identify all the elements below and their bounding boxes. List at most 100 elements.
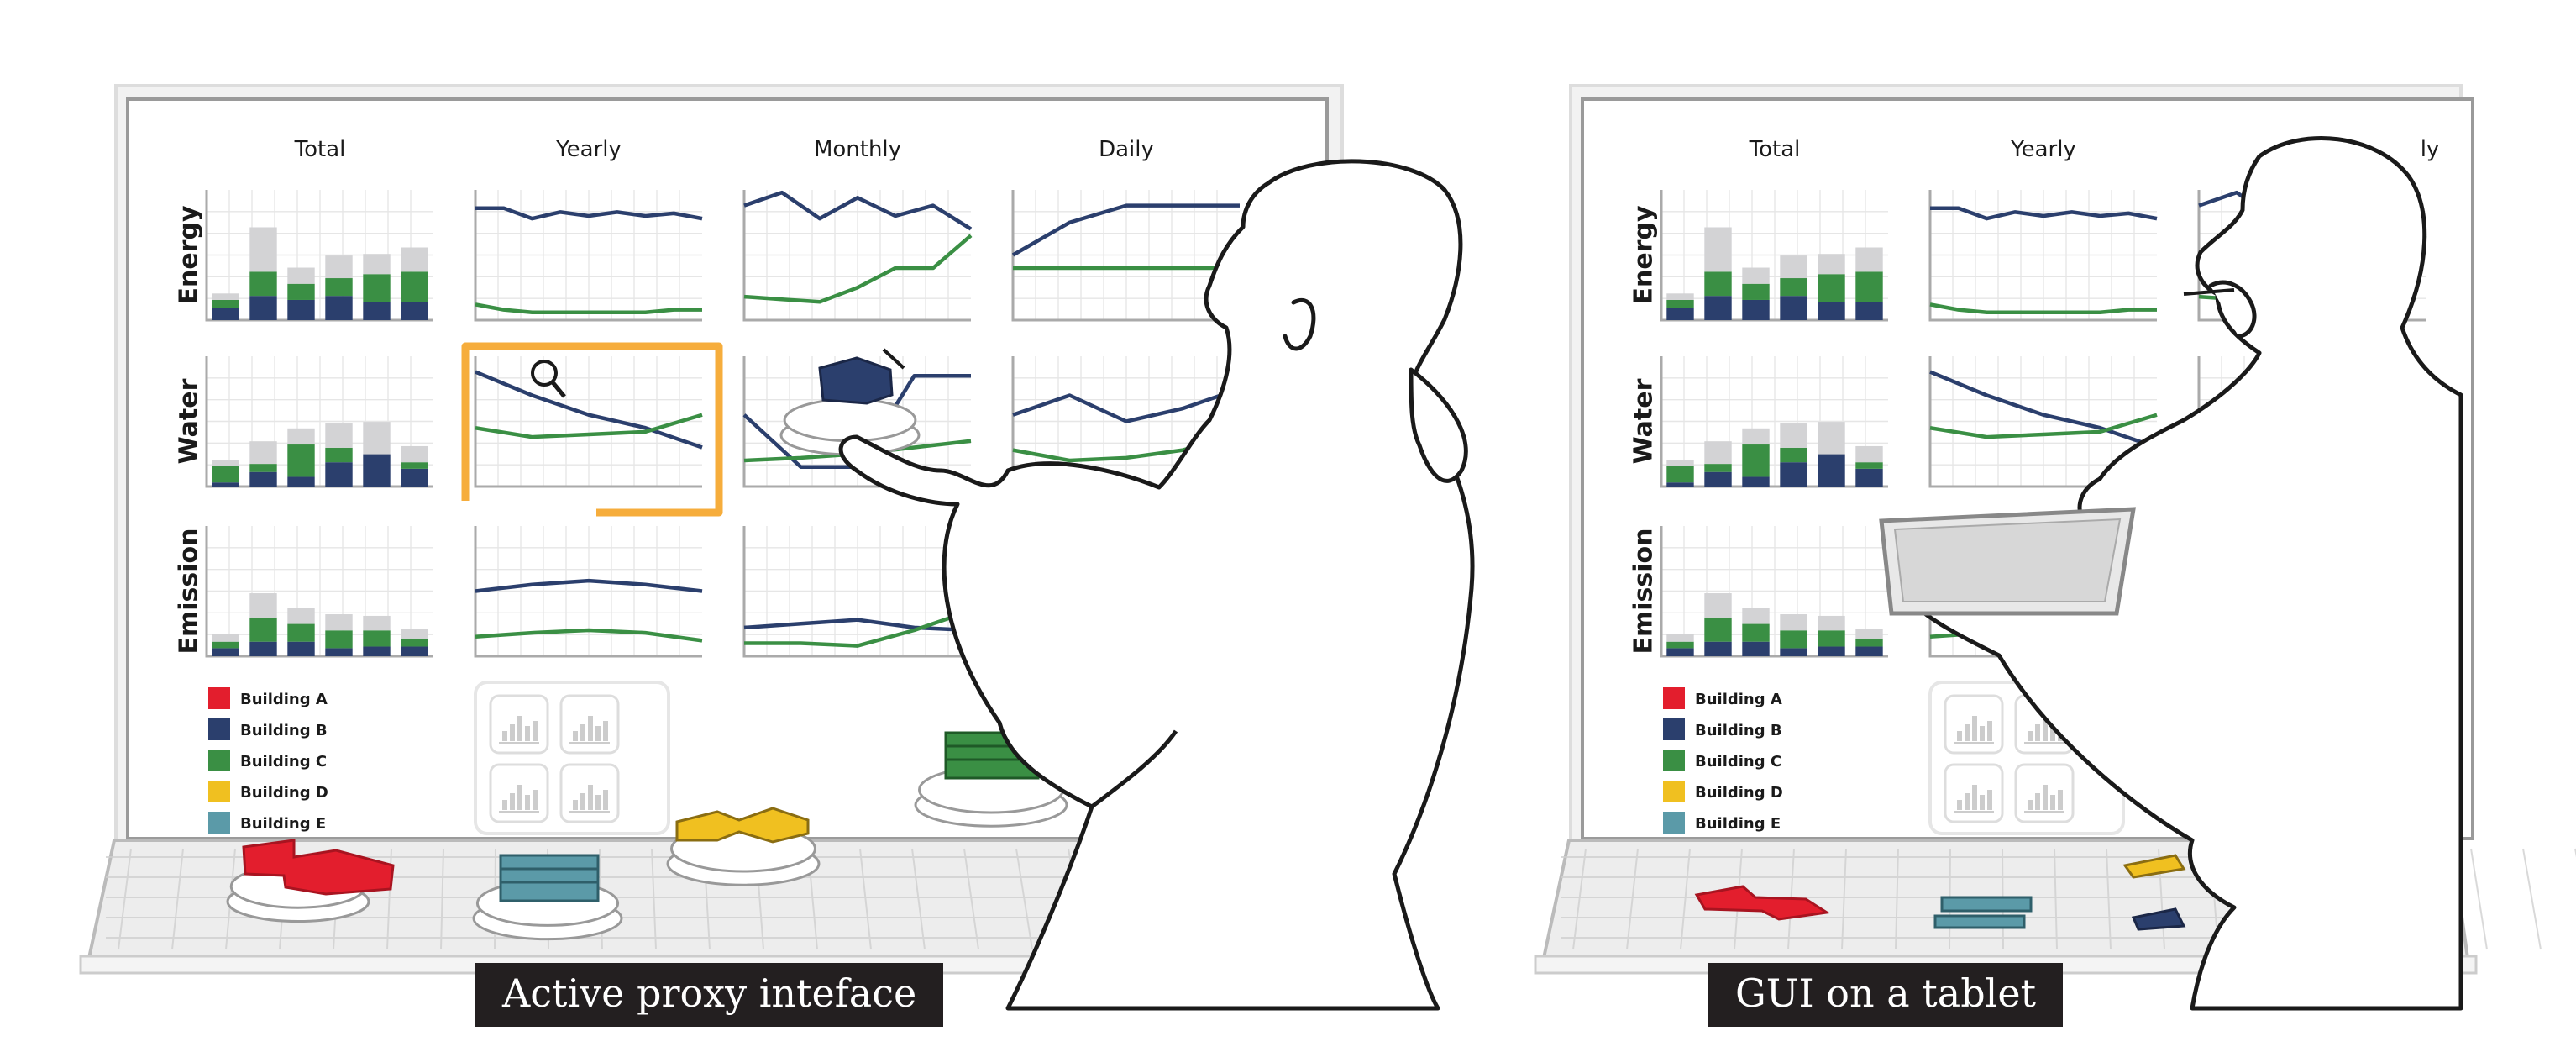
thumbnail-bar (2028, 800, 2033, 810)
legend-label: Building C (240, 753, 327, 771)
chart-energy-total-bar-3-0 (1780, 296, 1807, 320)
person-woman-ear (1283, 298, 1316, 351)
chart-water-total-bar-2-0 (287, 476, 315, 487)
thumbnail-bar (1965, 793, 1970, 810)
chart-energy-yearly-axis (1928, 190, 2157, 322)
legend-swatch (208, 687, 230, 709)
thumbnail-bar (595, 795, 601, 810)
chart-energy-total-bar-5-0 (401, 302, 428, 320)
chart-emission-total-bar-0-0 (212, 648, 239, 656)
chart-emission-total-bar-2-2 (287, 608, 315, 624)
chart-emission-total-bar-2-2 (1742, 608, 1770, 624)
chart-water-yearly-line-0 (1929, 370, 2158, 450)
chart-energy-total-bar-1-2 (249, 227, 277, 272)
chart-water-total-bar-0-1 (1666, 466, 1694, 483)
chart-water-yearly-line-1 (1929, 413, 2158, 439)
chart-emission-total-bar-0-2 (1666, 634, 1694, 642)
thumbnail-bar (502, 800, 507, 810)
chart-energy-total-bar-3-2 (1780, 255, 1807, 279)
chart-emission-total-bar-5-0 (1855, 646, 1883, 656)
proxy-building-a (242, 839, 395, 896)
chart-energy-total-bar-4-1 (363, 274, 391, 302)
caption-right: GUI on a tablet (1708, 963, 2064, 1027)
thumbnail-bar (2035, 724, 2040, 741)
column-header-total: Total (294, 137, 346, 162)
chart-water-total-bar-2-1 (1742, 444, 1770, 477)
chart-emission-total-bar-1-2 (1704, 593, 1732, 618)
chart-emission-total-axis (205, 526, 433, 658)
chart-water-total-bar-3-2 (1780, 423, 1807, 448)
chart-energy-total-bar-0-1 (1666, 299, 1694, 308)
chart-water-total-bar-5-2 (1855, 445, 1883, 463)
chart-emission-total-bar-1-1 (249, 617, 277, 642)
piece-building-a (1694, 885, 1831, 921)
legend-label: Building C (1695, 753, 1781, 771)
legend-swatch (1663, 750, 1685, 771)
thumbnail-bar (573, 731, 578, 741)
chart-emission-total-bar-4-0 (1818, 646, 1845, 656)
chart-emission-total-bar-4-1 (1818, 630, 1845, 647)
chart-emission-total-bar-2-1 (287, 623, 315, 642)
thumbnail-bar (1987, 790, 1992, 810)
chart-energy-yearly-line-1 (1929, 302, 2157, 314)
chart-emission-total-bar-3-2 (1780, 614, 1807, 631)
chart-emission-total-bar-1-0 (1704, 641, 1732, 656)
chart-emission-total-bar-5-1 (401, 638, 428, 647)
people (838, 135, 2463, 1011)
column-header-daily: Daily (1099, 137, 1154, 162)
chart-emission-yearly-axis (474, 526, 702, 658)
chart-energy-total-bar-0-0 (212, 308, 239, 320)
thumbnail-bar (510, 793, 515, 810)
chart-energy-total-axis (1660, 190, 1888, 322)
chart-water-yearly-axis (1928, 356, 2157, 488)
legend-label: Building E (240, 815, 326, 833)
chart-energy-total-bar-5-2 (1855, 247, 1883, 272)
thumbnail-bar (517, 716, 522, 741)
chart-emission-total-bar-3-0 (1780, 648, 1807, 656)
chart-energy-total-bar-1-0 (1704, 296, 1732, 320)
chart-energy-total-bar-2-2 (1742, 267, 1770, 284)
chart-emission-total-bar-3-1 (1780, 630, 1807, 649)
legend-label: Building D (240, 784, 328, 802)
chart-water-total-bar-2-0 (1742, 476, 1770, 487)
chart-emission-monthly-line-1 (744, 608, 972, 648)
panel-left: Total Yearly Monthly Daily Energy Water Emissi… (79, 84, 1351, 975)
piece-building-d (2122, 854, 2186, 879)
thumbnail-bar (1965, 724, 1970, 741)
legend-swatch (1663, 718, 1685, 740)
chart-emission-total-bar-5-0 (401, 646, 428, 656)
chart-water-total-bar-2-1 (287, 444, 315, 477)
thumbnail-bar (2050, 726, 2055, 741)
chart-emission-monthly-line-0 (743, 618, 972, 633)
chart-water-total-bar-4-0 (1818, 454, 1845, 487)
legend-label: Building B (240, 722, 328, 739)
chart-water-total-axis (1660, 356, 1888, 488)
legend-swatch (208, 812, 230, 834)
chart-emission-total-bar-3-2 (325, 614, 353, 631)
chart-energy-total-bar-1-0 (249, 296, 277, 320)
chart-water-yearly-axis (474, 356, 702, 488)
chart-energy-daily-grid (1013, 190, 1240, 320)
chart-energy-yearly-line-0 (475, 206, 703, 221)
chart-energy-total-bar-2-1 (1742, 283, 1770, 300)
chart-emission-total-axis (1660, 526, 1888, 658)
magnifier-handle (551, 381, 566, 398)
chart-energy-total-bar-3-1 (325, 278, 353, 297)
chart-energy-total-bar-2-1 (287, 283, 315, 300)
chart-water-total-bar-5-0 (1855, 468, 1883, 487)
chart-water-total-bar-1-2 (1704, 441, 1732, 465)
chart-emission-total-bar-1-2 (249, 593, 277, 618)
person-woman-arm (1090, 729, 1178, 808)
chart-energy-yearly-axis (474, 190, 702, 322)
row-header-water: Water (175, 378, 204, 464)
chart-emission-yearly-line-1 (475, 628, 703, 643)
column-header-monthly: Monthly (814, 137, 901, 162)
chart-energy-total-bar-1-1 (249, 271, 277, 297)
chart-emission-total-bar-5-1 (1855, 638, 1883, 647)
chart-emission-total-bar-0-2 (212, 634, 239, 642)
thumbnail-bar (588, 716, 593, 741)
chart-water-total-bar-0-2 (212, 460, 239, 466)
thumbnail-bar (533, 721, 538, 741)
thumbnail-bar (510, 724, 515, 741)
